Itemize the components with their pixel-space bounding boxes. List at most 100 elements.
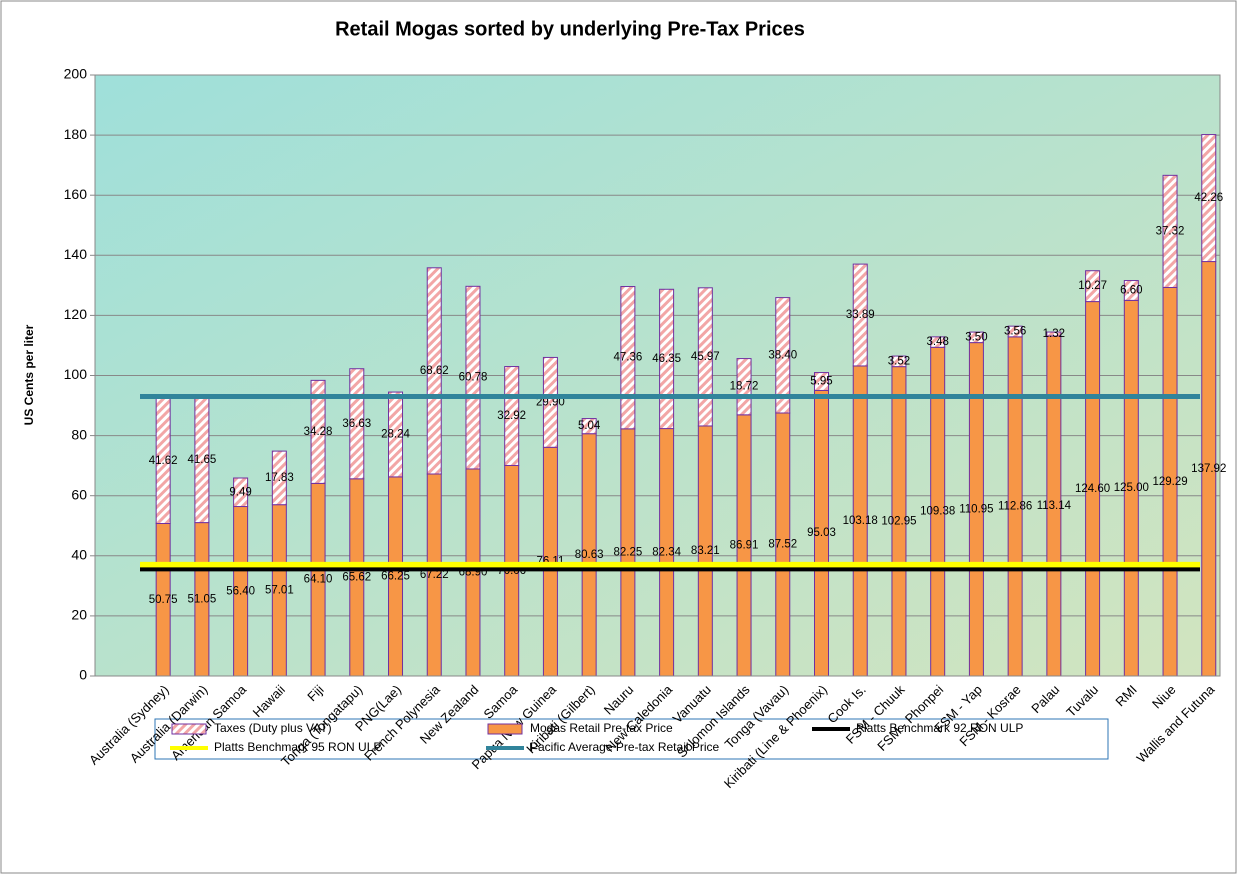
data-label: 41.62 <box>149 455 178 467</box>
data-label: 6.60 <box>1120 284 1142 296</box>
data-label: 86.91 <box>730 539 759 551</box>
data-label: 66.25 <box>381 570 410 582</box>
data-label: 3.50 <box>965 331 987 343</box>
data-label: 46.35 <box>652 353 681 365</box>
bar-segment <box>814 372 830 391</box>
bar-segment <box>465 285 481 470</box>
chart-title: Retail Mogas sorted by underlying Pre-Ta… <box>335 18 805 40</box>
y-tick-label: 60 <box>71 486 87 502</box>
bar-segment <box>1046 331 1062 337</box>
legend-label: Pacific Average Pre-tax Retail Price <box>530 740 720 754</box>
bar-segment <box>581 418 597 435</box>
legend-label: Platts Benchmark 92 RON ULP <box>856 721 1023 735</box>
data-label: 33.89 <box>846 309 875 321</box>
bar-segment <box>1123 280 1139 301</box>
y-tick-label: 80 <box>71 426 87 442</box>
data-label: 137.92 <box>1191 463 1226 475</box>
bar-segment <box>1162 174 1178 288</box>
legend-label: Mogas Retail Pre-tax Price <box>530 721 673 735</box>
bar-segment <box>620 286 636 430</box>
data-label: 80.63 <box>575 549 604 561</box>
data-label: 109.38 <box>920 506 955 518</box>
bar-segment <box>659 288 675 430</box>
data-label: 36.63 <box>342 418 371 430</box>
bar-segment <box>930 336 946 348</box>
legend-label: Platts Benchmark 95 RON ULP <box>214 740 381 754</box>
bar-segment <box>1007 325 1023 338</box>
data-label: 5.04 <box>578 420 601 432</box>
data-label: 113.14 <box>1037 500 1072 512</box>
legend-swatch <box>487 723 523 735</box>
bar-segment <box>697 287 713 427</box>
data-label: 47.36 <box>613 352 642 364</box>
data-label: 103.18 <box>843 515 878 527</box>
data-label: 42.26 <box>1194 192 1223 204</box>
y-tick-label: 20 <box>71 607 87 623</box>
data-label: 34.28 <box>304 426 333 438</box>
bar-segment <box>310 379 326 484</box>
y-tick-label: 40 <box>71 547 87 563</box>
data-label: 29.90 <box>536 396 565 408</box>
legend-swatch <box>171 723 207 735</box>
bar-segment <box>1085 270 1101 303</box>
bar-segment <box>388 391 404 478</box>
data-label: 17.83 <box>265 472 294 484</box>
data-label: 57.01 <box>265 584 294 596</box>
data-label: 50.75 <box>149 594 178 606</box>
data-label: 3.52 <box>888 355 910 367</box>
data-label: 67.22 <box>420 569 449 581</box>
data-label: 45.97 <box>691 351 720 363</box>
data-label: 37.32 <box>1156 225 1185 237</box>
bar-segment <box>271 450 287 506</box>
data-label: 5.95 <box>810 376 832 388</box>
bar-segment <box>426 267 442 475</box>
data-label: 82.25 <box>613 546 642 558</box>
data-label: 65.62 <box>342 571 371 583</box>
bar-segment <box>504 366 520 466</box>
data-label: 56.40 <box>226 585 255 597</box>
y-tick-label: 100 <box>64 366 88 382</box>
data-label: 51.05 <box>187 593 216 605</box>
bar-segment <box>775 297 791 414</box>
data-label: 110.95 <box>959 503 993 515</box>
data-label: 68.62 <box>420 365 449 377</box>
y-tick-label: 200 <box>64 66 88 82</box>
data-label: 28.24 <box>381 429 410 441</box>
bar-segment <box>891 355 907 368</box>
data-label: 102.95 <box>881 515 916 527</box>
bar-segment <box>1201 134 1217 263</box>
data-label: 18.72 <box>730 381 759 393</box>
legend-label: Taxes (Duty plus VAT) <box>214 721 332 735</box>
data-label: 95.03 <box>807 527 836 539</box>
data-label: 9.49 <box>229 486 251 498</box>
data-label: 1.32 <box>1043 328 1065 340</box>
data-label: 124.60 <box>1075 483 1110 495</box>
data-label: 10.27 <box>1078 280 1107 292</box>
data-label: 3.48 <box>926 336 948 348</box>
y-tick-label: 160 <box>64 186 88 202</box>
y-tick-label: 0 <box>79 667 87 683</box>
legend <box>154 718 1109 760</box>
data-label: 64.10 <box>304 574 333 586</box>
bar-segment <box>736 358 752 416</box>
y-axis-label: US Cents per liter <box>22 324 36 425</box>
data-label: 87.52 <box>768 539 797 551</box>
data-label: 32.92 <box>497 410 526 422</box>
data-label: 112.86 <box>998 500 1032 512</box>
bar-segment <box>852 263 868 367</box>
y-tick-label: 120 <box>64 306 88 322</box>
bar-segment <box>542 356 558 448</box>
y-tick-label: 180 <box>64 126 88 142</box>
data-label: 41.65 <box>187 454 216 466</box>
data-label: 82.34 <box>652 546 681 558</box>
data-label: 3.56 <box>1004 326 1026 338</box>
y-tick-label: 140 <box>64 246 88 262</box>
data-label: 83.21 <box>691 545 720 557</box>
data-label: 125.00 <box>1114 482 1149 494</box>
data-label: 129.29 <box>1152 476 1187 488</box>
bar-segment <box>968 331 984 344</box>
bar-segment <box>233 477 249 508</box>
data-label: 38.40 <box>768 349 797 361</box>
data-label: 60.78 <box>459 372 488 384</box>
